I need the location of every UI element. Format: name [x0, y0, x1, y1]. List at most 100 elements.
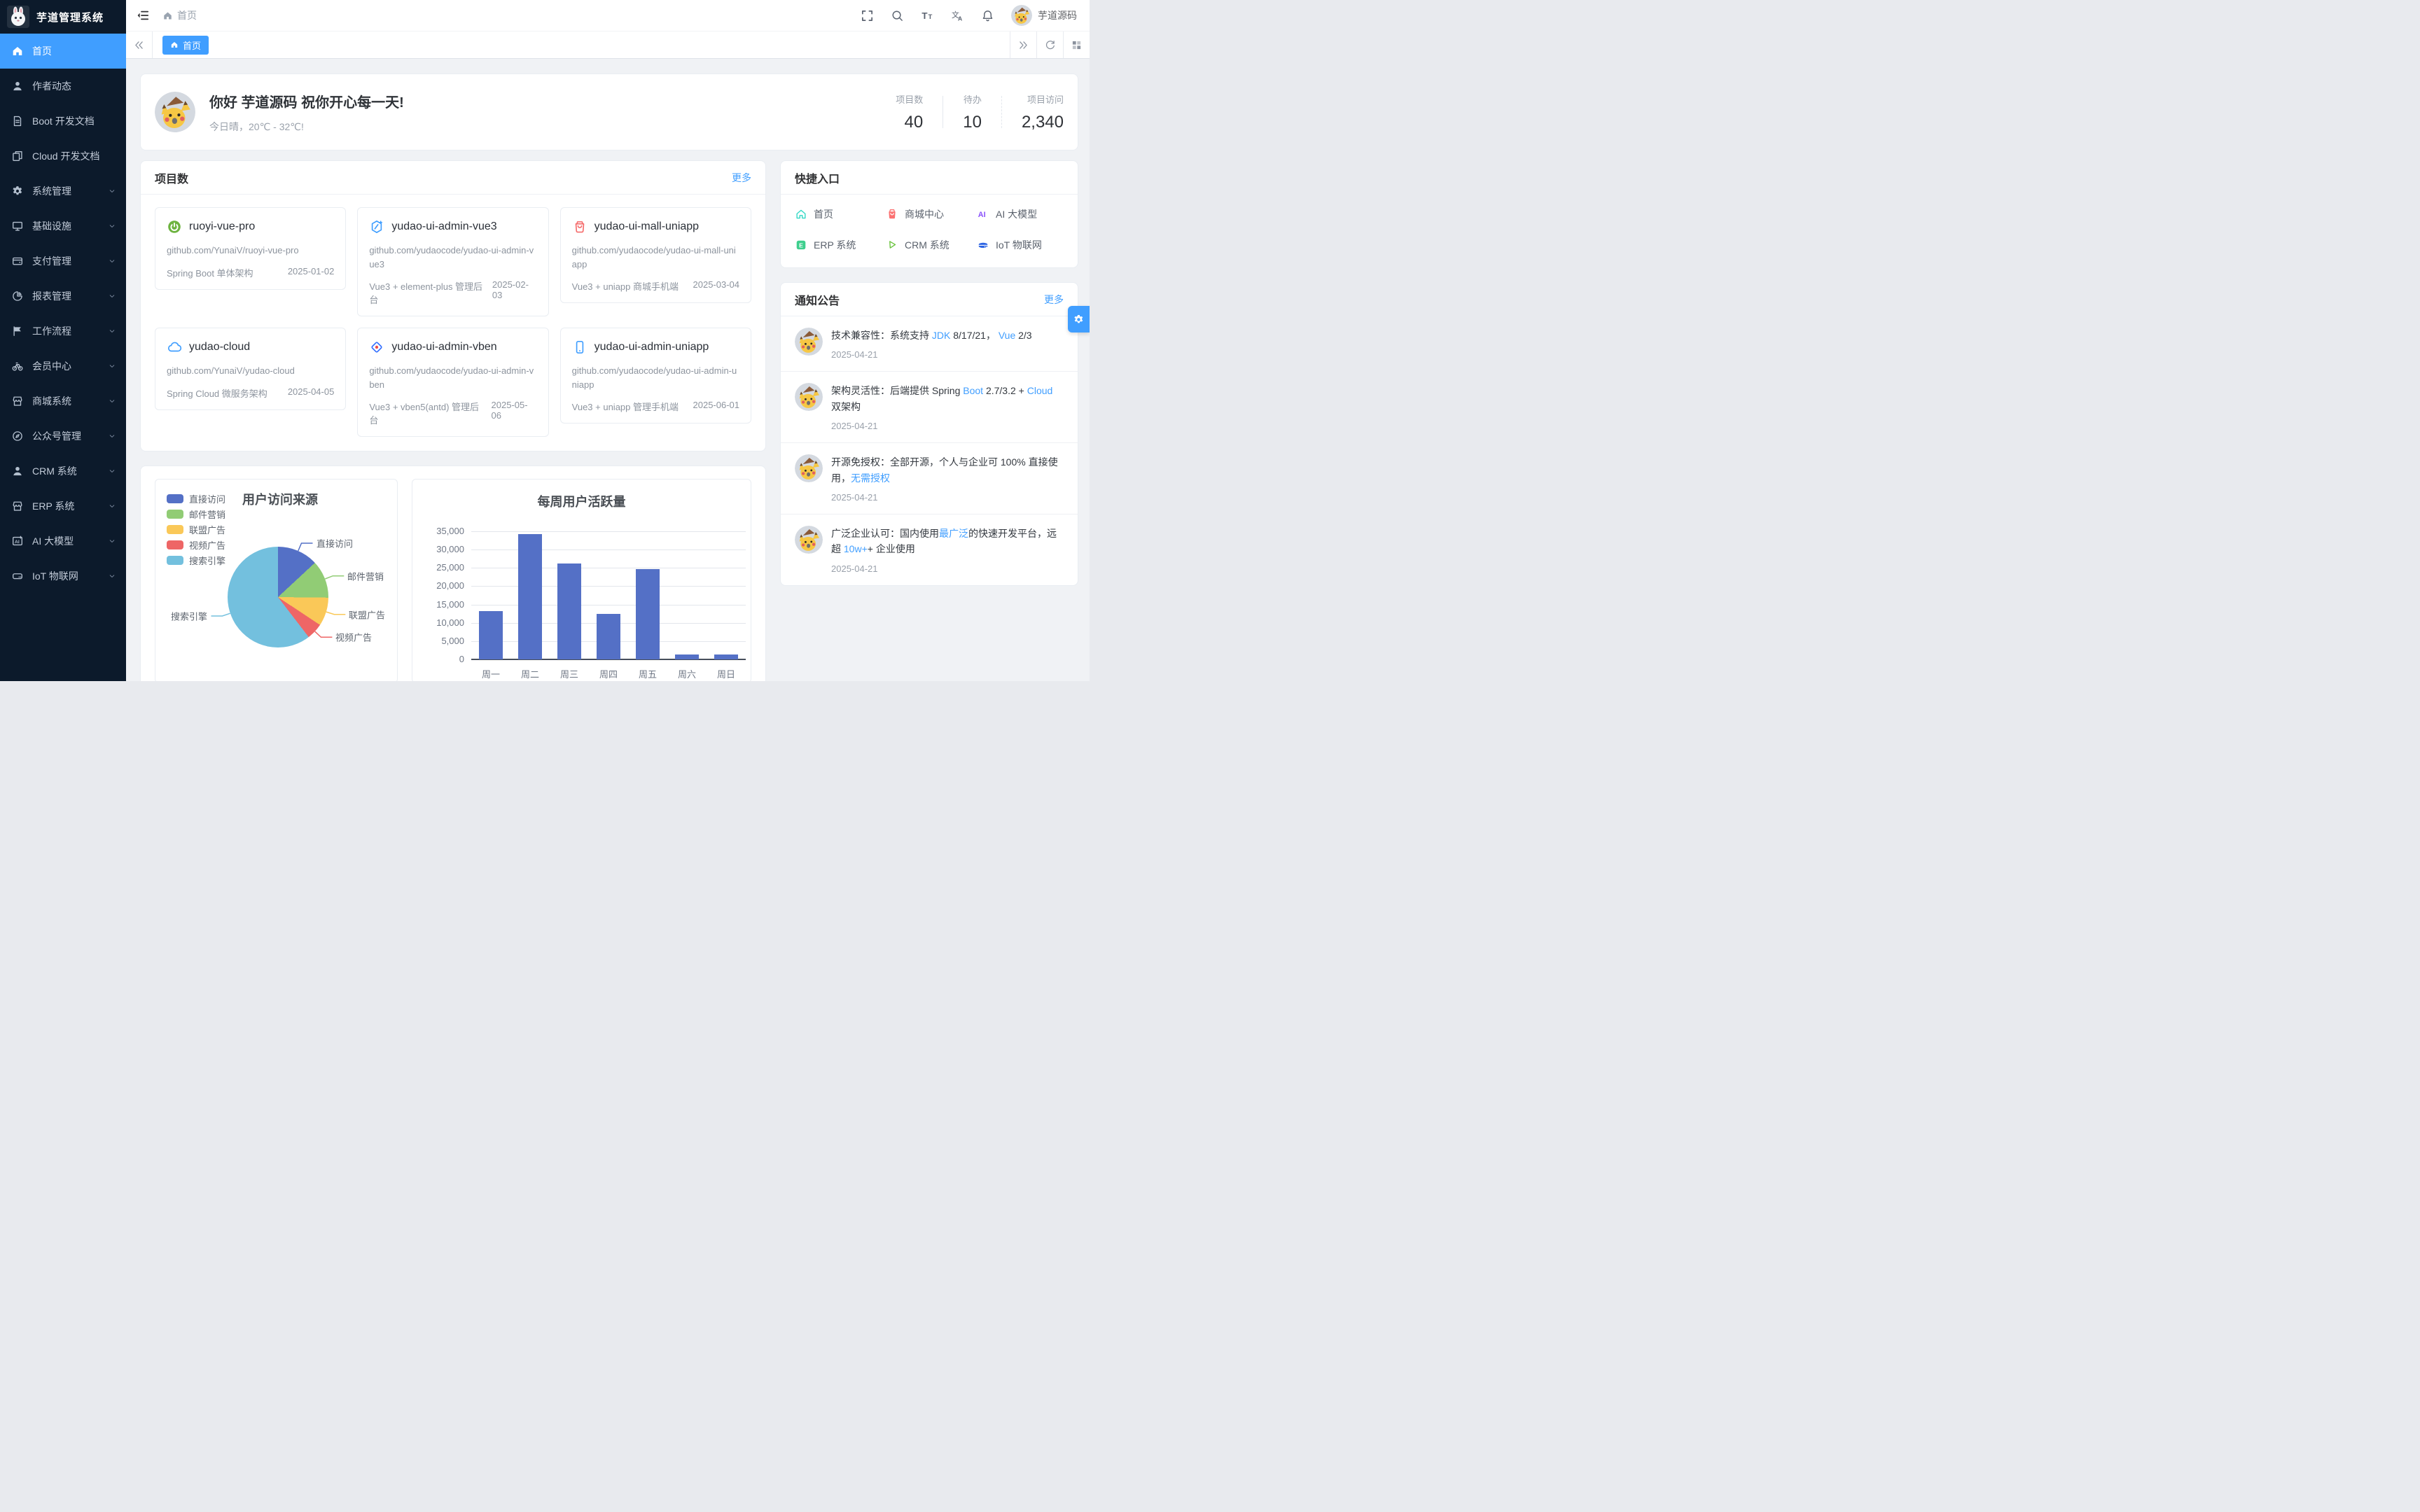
sidebar-item-member-center[interactable]: 会员中心 [0, 349, 126, 384]
fullscreen-icon[interactable] [861, 9, 874, 22]
project-name: yudao-ui-mall-uniapp [594, 220, 700, 232]
sidebar-item-label: AI 大模型 [32, 536, 74, 547]
sidebar-item-label: Boot 开发文档 [32, 115, 95, 127]
refresh-icon[interactable] [1036, 31, 1063, 58]
quick-entry-iot[interactable]: IoT 物联网 [977, 238, 1064, 252]
sidebar-collapse-icon[interactable] [136, 8, 150, 22]
quick-entry-ai-model[interactable]: AI AI 大模型 [977, 207, 1064, 221]
sidebar-item-boot-docs[interactable]: Boot 开发文档 [0, 104, 126, 139]
chevron-down-icon [108, 222, 116, 230]
bar[interactable] [518, 533, 542, 659]
bar[interactable] [597, 614, 620, 659]
sidebar-item-erp-system[interactable]: ERP 系统 [0, 489, 126, 524]
sidebar-item-label: 商城系统 [32, 396, 71, 407]
sidebar-item-workflow[interactable]: 工作流程 [0, 314, 126, 349]
quick-entry-home[interactable]: 首页 [795, 207, 882, 221]
stat-value: 40 [904, 112, 924, 132]
y-axis-tick: 0 [459, 654, 464, 664]
sidebar: 芋道管理系统 首页 作者动态 Boot 开发文档 Cloud 开发文档 系统管理 基础设施… [0, 0, 126, 681]
quick-entry-erp-system[interactable]: E ERP 系统 [795, 238, 882, 252]
sidebar-item-home[interactable]: 首页 [0, 34, 126, 69]
bar[interactable] [714, 654, 738, 659]
pie-chart [228, 547, 328, 648]
wallet-icon [11, 255, 24, 267]
notice-item[interactable]: 开源免授权：全部开源，个人与企业可 100% 直接使用，无需授权 2025-04-… [781, 442, 1078, 514]
bar[interactable] [675, 654, 699, 659]
notices-more-link[interactable]: 更多 [1044, 293, 1064, 305]
sidebar-item-author-news[interactable]: 作者动态 [0, 69, 126, 104]
sidebar-item-cloud-docs[interactable]: Cloud 开发文档 [0, 139, 126, 174]
chevron-down-icon [108, 257, 116, 265]
project-card[interactable]: yudao-ui-admin-vben github.com/yudaocode/… [357, 328, 549, 437]
quick-entry-mall-center[interactable]: 商城中心 [886, 207, 973, 221]
breadcrumb-label: 首页 [177, 10, 197, 21]
legend-item[interactable]: 直接访问 [167, 491, 225, 506]
notice-text: 8/17/21， [950, 330, 999, 341]
notices-list: 技术兼容性：系统支持 JDK 8/17/21， Vue 2/3 2025-04-2… [781, 316, 1078, 585]
sidebar-item-mall-system[interactable]: 商城系统 [0, 384, 126, 419]
project-card[interactable]: yudao-ui-mall-uniapp github.com/yudaocode… [559, 207, 751, 303]
project-card[interactable]: yudao-ui-admin-vue3 github.com/yudaocode/… [357, 207, 549, 316]
project-meta: Spring Boot 单体架构 2025-01-02 [167, 266, 334, 279]
project-name-row: yudao-cloud [167, 340, 334, 355]
breadcrumb[interactable]: 首页 [162, 8, 197, 22]
pie-slice-label: 联盟广告 [349, 610, 386, 621]
pie-slice-label: 视频广告 [335, 632, 373, 643]
sidebar-item-iot[interactable]: IoT 物联网 [0, 559, 126, 594]
sidebar-item-crm-system[interactable]: CRM 系统 [0, 454, 126, 489]
search-icon[interactable] [891, 9, 904, 22]
chevron-down-icon [108, 362, 116, 370]
tabs-scroll-left-icon[interactable] [126, 31, 153, 58]
notice-body: 广泛企业认可：国内使用最广泛的快速开发平台，远超 10w++ 企业使用 2025-… [831, 526, 1064, 574]
sidebar-item-payment-mgmt[interactable]: 支付管理 [0, 244, 126, 279]
notice-body: 架构灵活性：后端提供 Spring Boot 2.7/3.2 + Cloud 双… [831, 383, 1064, 431]
tab-label: 首页 [183, 40, 202, 51]
legend-swatch [167, 524, 183, 534]
projects-more-link[interactable]: 更多 [732, 172, 751, 183]
quick-entry-label: ERP 系统 [814, 239, 856, 251]
home-icon [162, 10, 173, 21]
tab-layout-icon[interactable] [1063, 31, 1090, 58]
chevron-down-icon [108, 187, 116, 195]
tab-home[interactable]: 首页 [162, 35, 209, 55]
sidebar-item-mp-mgmt[interactable]: 公众号管理 [0, 419, 126, 454]
notice-item[interactable]: 架构灵活性：后端提供 Spring Boot 2.7/3.2 + Cloud 双… [781, 371, 1078, 442]
greeting-title: 你好 芋道源码 祝你开心每一天! [209, 94, 404, 111]
notices-title: 通知公告 [795, 295, 840, 307]
project-card[interactable]: yudao-ui-admin-uniapp github.com/yudaocod… [559, 328, 751, 424]
notice-item[interactable]: 广泛企业认可：国内使用最广泛的快速开发平台，远超 10w++ 企业使用 2025-… [781, 513, 1078, 585]
notifications-icon[interactable] [981, 9, 994, 22]
x-axis-tick: 周六 [677, 669, 696, 680]
sidebar-item-ai-model[interactable]: AI AI 大模型 [0, 524, 126, 559]
legend-item[interactable]: 联盟广告 [167, 522, 225, 537]
bar[interactable] [479, 610, 503, 659]
settings-button[interactable] [1068, 306, 1090, 332]
expand-tabs-icon[interactable] [1010, 31, 1036, 58]
legend-swatch [167, 493, 183, 503]
project-card[interactable]: ruoyi-vue-pro github.com/YunaiV/ruoyi-vue… [155, 207, 347, 290]
legend-item[interactable]: 邮件营销 [167, 506, 225, 522]
project-card[interactable]: yudao-cloud github.com/YunaiV/yudao-cloud… [155, 328, 347, 410]
bar[interactable] [557, 563, 581, 659]
legend-label: 搜索引擎 [189, 555, 226, 566]
sidebar-item-infrastructure[interactable]: 基础设施 [0, 209, 126, 244]
notice-highlight: 最广泛 [939, 527, 968, 539]
user-menu[interactable]: 芋道源码 [1011, 5, 1077, 26]
legend-item[interactable]: 搜索引擎 [167, 552, 225, 568]
chevron-down-icon [108, 432, 116, 440]
quick-entry-grid: 首页 商城中心 AI AI 大模型 E ERP 系统 CRM 系统 IoT 物联网 [781, 195, 1078, 267]
x-axis-tick: 周日 [716, 669, 735, 680]
notice-body: 开源免授权：全部开源，个人与企业可 100% 直接使用，无需授权 2025-04-… [831, 454, 1064, 503]
bar[interactable] [636, 568, 660, 659]
avatar [795, 328, 823, 356]
sidebar-item-system-mgmt[interactable]: 系统管理 [0, 174, 126, 209]
project-date: 2025-05-06 [491, 400, 528, 421]
project-desc: Spring Cloud 微服务架构 [167, 388, 267, 399]
sidebar-item-report-mgmt[interactable]: 报表管理 [0, 279, 126, 314]
notice-item[interactable]: 技术兼容性：系统支持 JDK 8/17/21， Vue 2/3 2025-04-2… [781, 316, 1078, 371]
legend-item[interactable]: 视频广告 [167, 537, 225, 552]
quick-entry-crm-system[interactable]: CRM 系统 [886, 238, 973, 252]
app-logo[interactable]: 芋道管理系统 [0, 0, 126, 34]
